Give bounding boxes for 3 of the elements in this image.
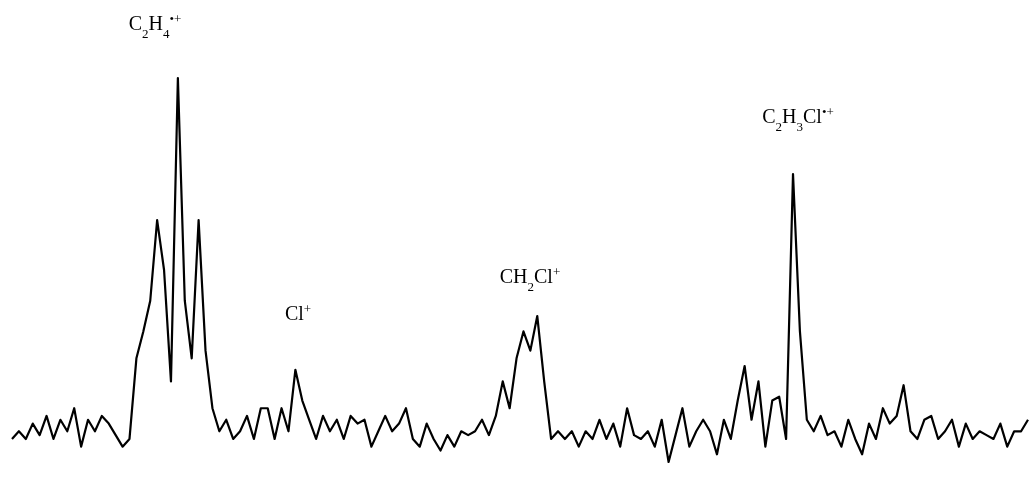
annotation: Cl$^{+}$ bbox=[284, 300, 312, 324]
annotation: C$_{2}$H$_{3}$Cl$^{•+}$ bbox=[762, 103, 834, 134]
annotation: CH$_{2}$Cl$^{+}$ bbox=[499, 263, 561, 294]
